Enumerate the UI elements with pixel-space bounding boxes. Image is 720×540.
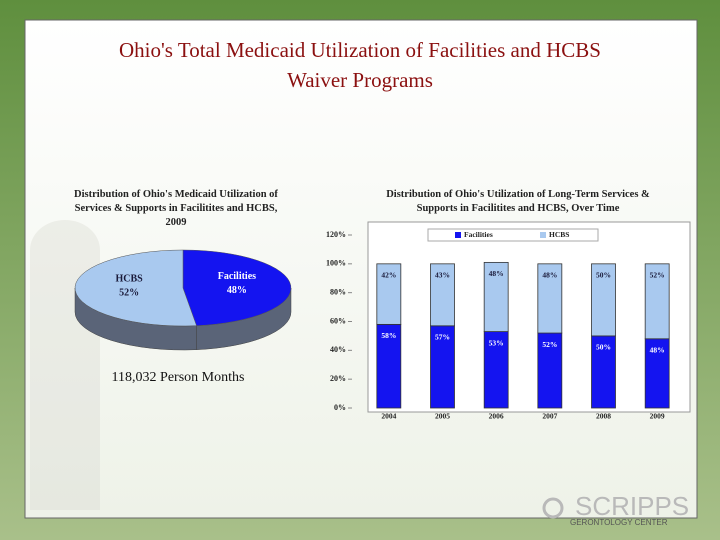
y-tick-label: 80%	[330, 287, 346, 296]
legend-label: HCBS	[549, 230, 569, 239]
bar-value-label: 57%	[435, 333, 450, 342]
chart-title: Distribution of Ohio's Medicaid Utilizat…	[74, 189, 278, 228]
bar-value-label: 53%	[489, 338, 504, 347]
plot-frame	[367, 221, 691, 413]
y-tick-label: 120%	[326, 230, 346, 239]
bar-value-label: 48%	[542, 271, 557, 280]
bar-value-label: 42%	[381, 271, 396, 280]
bar-value-label: 52%	[650, 271, 665, 280]
y-tick-label: 60%	[330, 316, 346, 325]
bar-segment	[537, 332, 563, 409]
bar-value-label: 50%	[596, 271, 611, 280]
bar-segment	[430, 325, 455, 409]
x-tick-label: 2006	[489, 412, 504, 421]
bar-segment	[376, 263, 402, 325]
bar-segment	[483, 261, 509, 332]
bar-segment	[430, 263, 455, 327]
chart-title: Distribution of Ohio's Utilization of Lo…	[386, 189, 650, 214]
legend-swatch	[455, 232, 461, 238]
legend-label: Facilities	[464, 230, 493, 239]
legend: Facilities HCBS	[427, 228, 599, 242]
y-tick-label: 100%	[326, 259, 346, 268]
x-tick-label: 2008	[596, 412, 611, 421]
logo-subtitle: GERONTOLOGY CENTER	[570, 518, 668, 527]
pie-label: HCBS	[115, 273, 143, 284]
pie-value-label: 52%	[119, 287, 139, 298]
bar-value-label: 58%	[381, 331, 396, 340]
logo-name: SCRIPPS	[575, 491, 689, 521]
bar-value-label: 52%	[542, 340, 557, 349]
bar-value-label: 50%	[596, 343, 611, 352]
bar-segment	[537, 263, 563, 334]
bar-segment	[644, 263, 670, 340]
x-tick-label: 2005	[435, 412, 450, 421]
legend-box	[427, 228, 599, 242]
bar-segment	[591, 335, 616, 409]
y-tick-label: 40%	[330, 345, 346, 354]
building-decoration	[30, 220, 100, 510]
x-tick-label: 2004	[381, 412, 396, 421]
bar-segment	[644, 338, 670, 409]
x-tick-label: 2007	[542, 412, 557, 421]
y-tick-label: 0%	[334, 403, 346, 412]
bar-value-label: 48%	[489, 269, 504, 278]
bar-segment	[591, 263, 616, 337]
bar-value-label: 43%	[435, 271, 450, 280]
bar-segment	[376, 323, 402, 409]
pie-label: Facilities	[218, 271, 256, 282]
bar-value-label: 48%	[650, 346, 665, 355]
x-tick-label: 2009	[650, 412, 665, 421]
slide-title: Ohio's Total Medicaid Utilization of Fac…	[119, 38, 601, 92]
pie-value-label: 48%	[227, 285, 247, 296]
bar-segment	[483, 331, 509, 409]
pie-slice	[74, 249, 197, 327]
y-tick-label: 20%	[330, 374, 346, 383]
pie-slice	[182, 249, 292, 326]
note: 118,032 Person Months	[112, 370, 245, 385]
logo-icon	[542, 497, 564, 519]
legend-swatch	[540, 232, 546, 238]
